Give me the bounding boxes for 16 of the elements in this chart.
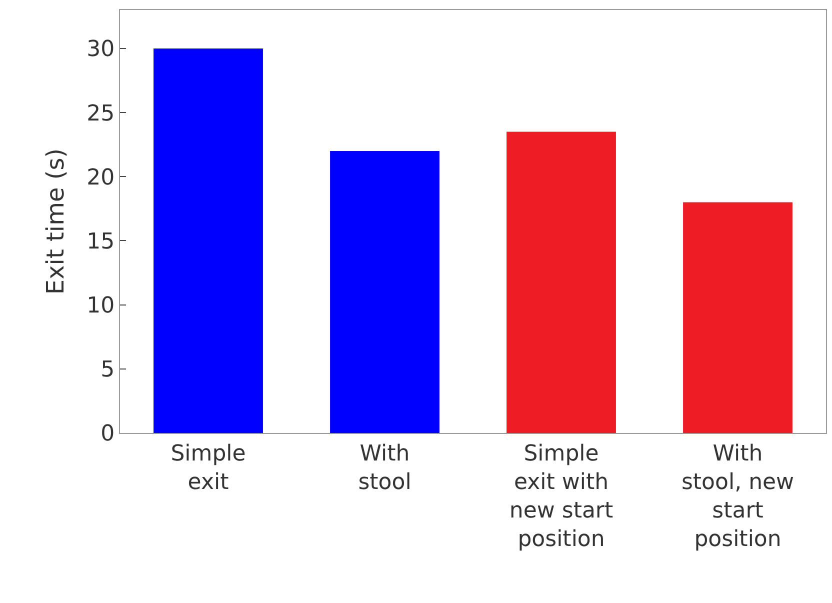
y-tick-label: 5 (100, 358, 115, 383)
bar (683, 202, 792, 433)
y-tick-label: 0 (100, 422, 115, 447)
y-tick-label: 25 (86, 101, 115, 126)
bar (330, 151, 440, 433)
bar (506, 132, 616, 433)
y-tick-label: 15 (86, 229, 115, 254)
x-tick-label: With stool (358, 441, 412, 495)
x-tick-label: With stool, new start position (681, 441, 794, 552)
y-tick-label: 10 (86, 294, 115, 319)
bar (154, 48, 263, 433)
x-tick-label: Simple exit (170, 441, 246, 495)
y-axis-title: Exit time (s) (42, 148, 70, 295)
x-tick-label: Simple exit with new start position (509, 441, 614, 552)
y-tick-label: 20 (86, 165, 115, 190)
y-tick-label: 30 (86, 37, 115, 62)
